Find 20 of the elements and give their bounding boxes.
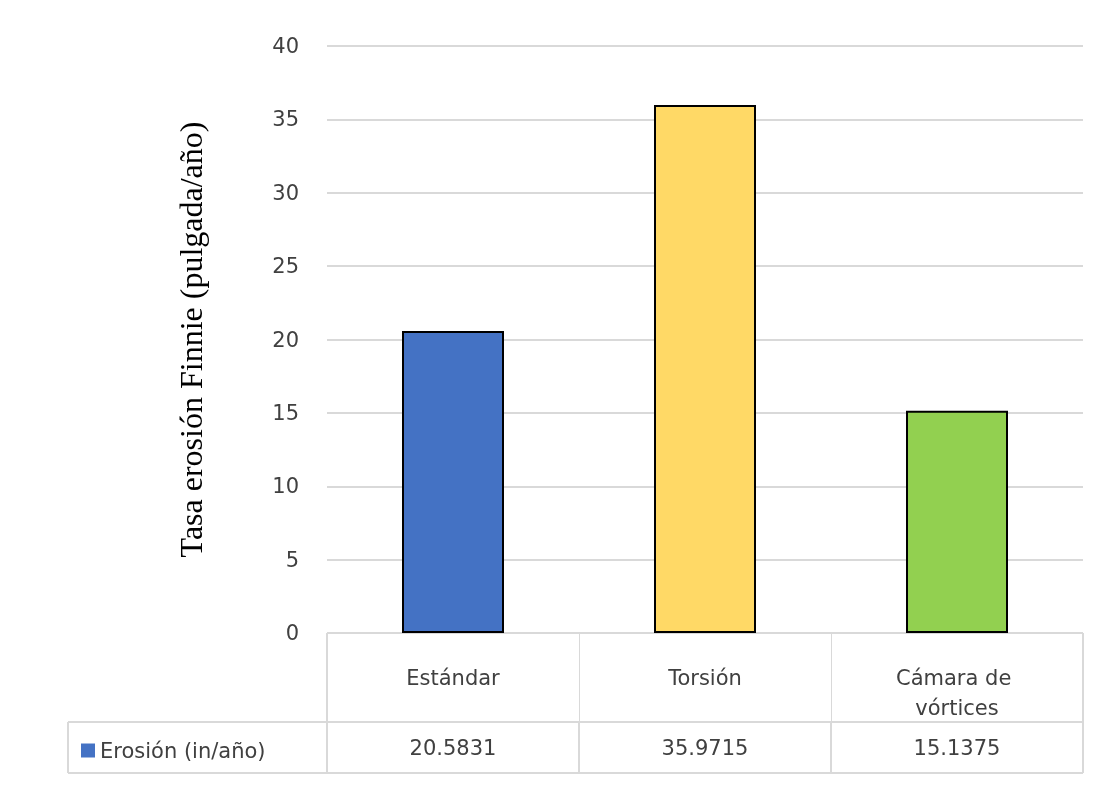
y-tick-label: 5 [285, 547, 299, 572]
y-axis-title: Tasa erosión Finnie (pulgada/año) [173, 121, 209, 558]
bar [402, 330, 504, 633]
x-tick-label: Estándar [406, 666, 501, 690]
y-tick-label: 15 [272, 400, 299, 425]
y-tick-label: 40 [272, 34, 299, 58]
legend-label: Erosión (in/año) [100, 738, 266, 763]
bar [906, 410, 1008, 633]
y-tick-label: 20 [272, 327, 299, 352]
data-label: 15.1375 [913, 736, 1001, 760]
x-tick-label: Cámara de vórtices [896, 666, 1018, 720]
y-tick-label: 25 [272, 254, 299, 279]
y-tick-label: 10 [272, 474, 299, 499]
data-label: 20.5831 [409, 736, 497, 760]
data-label: 35.9715 [661, 736, 749, 760]
y-tick-label: 35 [272, 107, 299, 132]
y-tick-label: 0 [285, 621, 299, 645]
y-tick-label: 30 [272, 180, 299, 205]
x-tick-label: Torsión [667, 666, 742, 690]
bar [654, 105, 756, 633]
